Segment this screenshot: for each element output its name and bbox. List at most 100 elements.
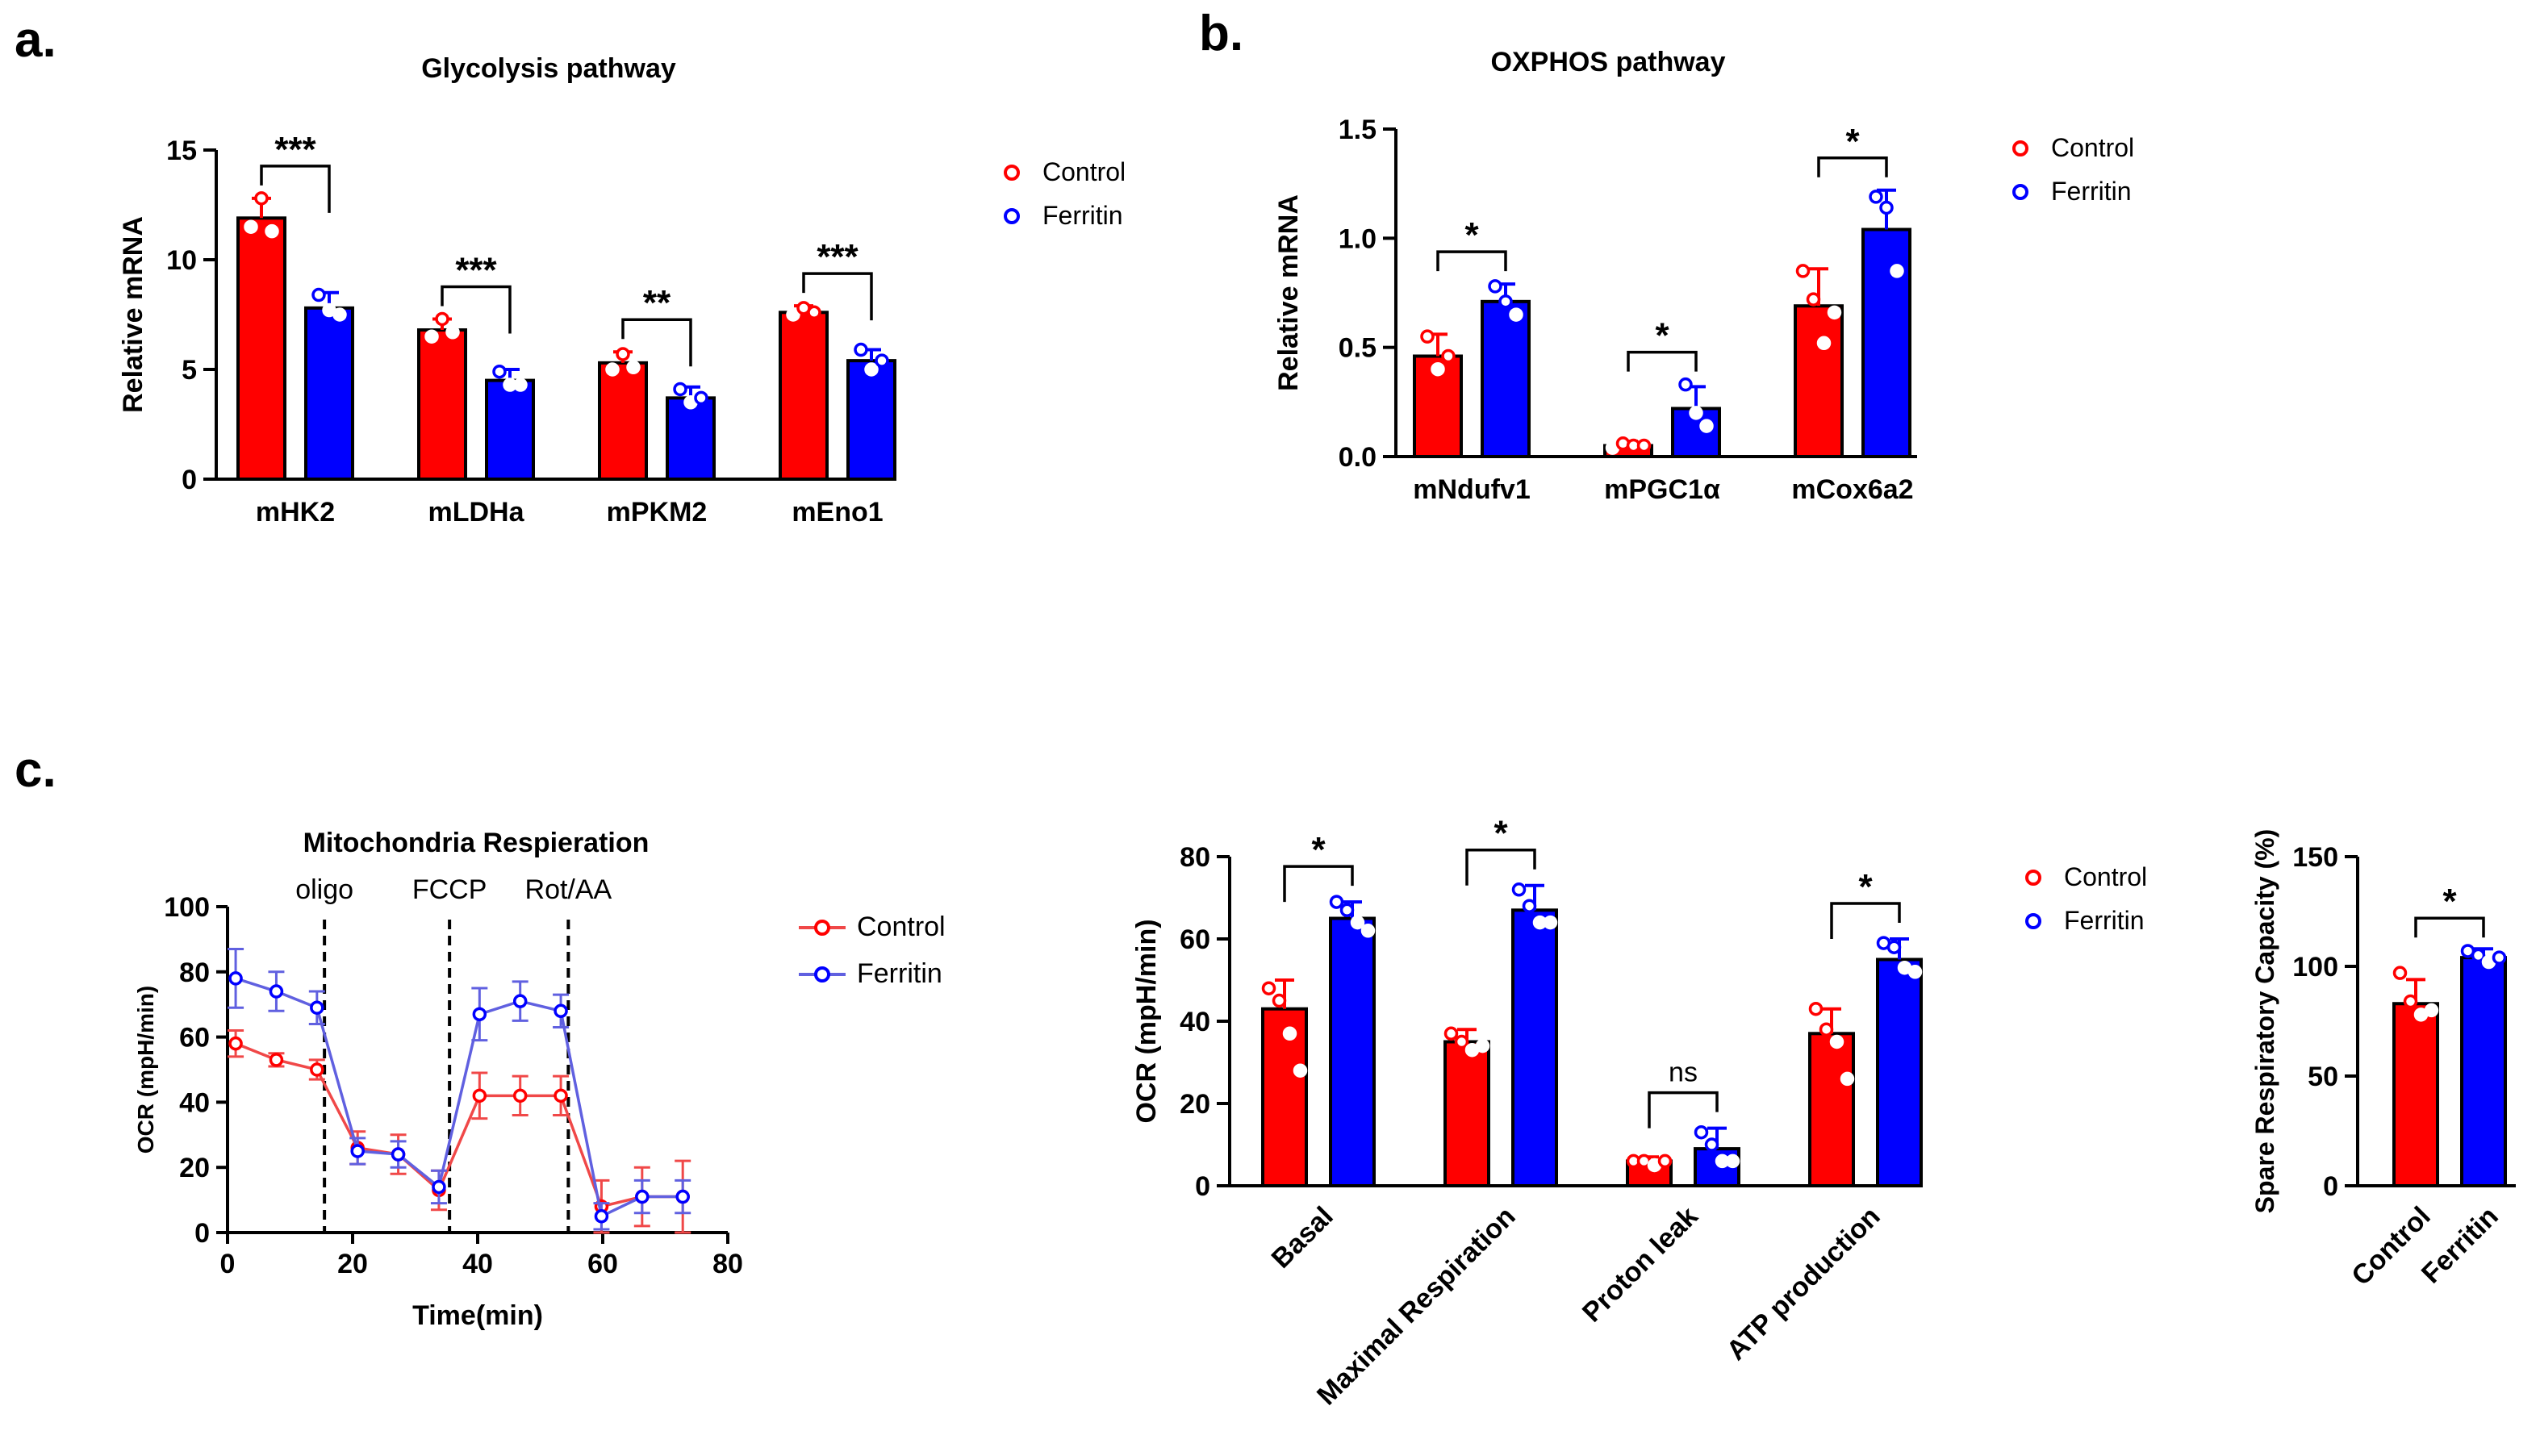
- legend-label: Control: [1042, 157, 1126, 186]
- data-point: [1879, 200, 1894, 215]
- bar: [2460, 956, 2507, 1187]
- bar: [2392, 1002, 2439, 1187]
- bar: [417, 328, 467, 482]
- data-point: [1795, 264, 1811, 278]
- x-tick-label: 20: [337, 1249, 368, 1279]
- significance-bracket: [621, 318, 692, 367]
- data-point: [1725, 1154, 1740, 1169]
- category-label: Control: [2346, 1201, 2436, 1291]
- data-point: [269, 1053, 284, 1067]
- data-point: [1350, 915, 1365, 930]
- data-point: [1689, 406, 1703, 420]
- data-point: [1522, 899, 1537, 913]
- bar: [1808, 1032, 1855, 1188]
- x-axis-label: Time(min): [412, 1300, 543, 1331]
- legend-marker: [1004, 165, 1020, 181]
- significance-bracket: [1627, 350, 1698, 372]
- bar: [598, 361, 648, 481]
- data-point: [554, 1088, 568, 1103]
- x-tick-label: 0: [220, 1249, 236, 1279]
- category-label: Ferritin: [2416, 1201, 2504, 1290]
- data-point: [1511, 882, 1527, 897]
- significance-label: *: [1311, 830, 1326, 870]
- data-point: [424, 329, 439, 344]
- data-point: [1886, 940, 1902, 954]
- y-axis-label: Relative mRNA: [1273, 194, 1304, 391]
- injection-label: FCCP: [412, 874, 487, 905]
- y-tick-label: 150: [2292, 842, 2338, 873]
- data-point: [1704, 1137, 1719, 1152]
- data-point: [445, 325, 460, 340]
- significance-label: *: [1858, 867, 1873, 907]
- data-point: [1329, 895, 1344, 909]
- data-point: [435, 311, 449, 327]
- data-point: [1443, 1026, 1459, 1041]
- data-point: [1454, 1034, 1469, 1049]
- injection-label: Rot/AA: [525, 874, 612, 905]
- data-point: [1829, 1034, 1844, 1049]
- series-line: [235, 977, 683, 1219]
- data-point: [1808, 1001, 1824, 1016]
- y-tick-label: 0.0: [1339, 442, 1377, 473]
- significance-label: ***: [817, 237, 859, 277]
- y-axis-label: OCR (mpH/min): [133, 986, 158, 1154]
- data-point: [1498, 294, 1513, 309]
- category-label: mCox6a2: [1791, 474, 1913, 505]
- y-tick-label: 0: [182, 465, 197, 495]
- data-point: [1293, 1063, 1308, 1078]
- legend-label: Control: [857, 912, 946, 942]
- data-point: [310, 1062, 324, 1077]
- data-point: [1509, 307, 1523, 322]
- y-tick-label: 1.5: [1339, 115, 1377, 145]
- data-point: [513, 378, 528, 392]
- data-point: [1488, 279, 1502, 294]
- bar: [666, 396, 716, 481]
- legend-marker: [2025, 913, 2041, 929]
- injection-label: oligo: [295, 874, 353, 905]
- data-point: [1261, 981, 1276, 995]
- legend-label: Ferritin: [1042, 201, 1123, 230]
- y-tick-label: 80: [1180, 842, 1210, 873]
- data-point: [635, 1189, 650, 1204]
- data-point: [492, 364, 507, 379]
- y-axis-label: OCR (mpH/min): [1131, 919, 1162, 1123]
- series-line: [235, 1042, 683, 1208]
- bar: [846, 359, 896, 481]
- y-tick-label: 20: [1180, 1089, 1210, 1120]
- data-point: [1420, 329, 1435, 344]
- chart-title: OXPHOS pathway: [1491, 47, 1726, 77]
- data-point: [432, 1179, 446, 1195]
- data-point: [594, 1209, 609, 1224]
- legend-label: Control: [2064, 862, 2147, 891]
- data-point: [864, 362, 879, 377]
- data-point: [1441, 348, 1456, 364]
- data-point: [2403, 994, 2418, 1009]
- data-point: [472, 1007, 487, 1022]
- data-point: [1869, 190, 1883, 204]
- bar: [1261, 1007, 1308, 1187]
- bar: [1861, 227, 1911, 458]
- data-point: [875, 353, 889, 368]
- bar: [236, 216, 286, 481]
- bar: [1876, 957, 1923, 1187]
- y-tick-label: 20: [179, 1153, 210, 1183]
- y-tick-label: 10: [166, 245, 197, 276]
- data-point: [1431, 361, 1445, 377]
- legend-label: Ferritin: [857, 958, 942, 989]
- bar: [1443, 1040, 1490, 1187]
- bar: [1511, 908, 1558, 1188]
- data-point: [512, 994, 528, 1008]
- data-point: [1699, 419, 1714, 433]
- data-point: [350, 1144, 365, 1158]
- bar: [1329, 916, 1376, 1187]
- y-tick-label: 100: [164, 892, 210, 923]
- data-point: [512, 1088, 528, 1103]
- data-point: [605, 362, 620, 377]
- data-point: [786, 307, 800, 322]
- data-point: [1827, 305, 1842, 320]
- chart-title: Glycolysis pathway: [421, 53, 676, 84]
- y-tick-label: 60: [1180, 924, 1210, 955]
- y-tick-label: 1.0: [1339, 223, 1377, 254]
- data-point: [2492, 950, 2507, 965]
